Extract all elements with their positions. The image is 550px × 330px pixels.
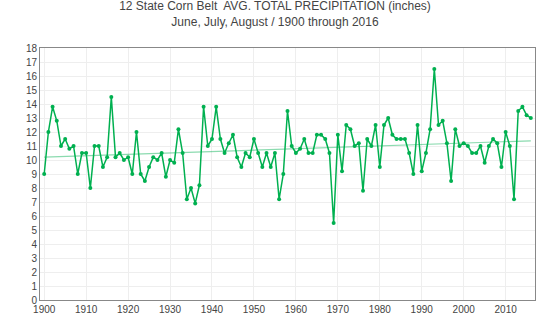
svg-text:16: 16 [26,71,38,82]
svg-text:1910: 1910 [75,304,98,315]
svg-text:1940: 1940 [201,304,224,315]
svg-text:1950: 1950 [243,304,266,315]
svg-text:6: 6 [31,211,37,222]
svg-text:13: 13 [26,113,38,124]
svg-text:14: 14 [26,99,38,110]
svg-text:2000: 2000 [453,304,476,315]
svg-text:0: 0 [31,295,37,306]
svg-text:7: 7 [31,197,37,208]
svg-text:2: 2 [31,267,37,278]
svg-text:4: 4 [31,239,37,250]
svg-text:1980: 1980 [369,304,392,315]
svg-text:1960: 1960 [285,304,308,315]
svg-text:12 State Corn Belt AVG. TOTAL: 12 State Corn Belt AVG. TOTAL PRECIPITAT… [119,0,431,29]
svg-text:12: 12 [26,127,38,138]
svg-text:1920: 1920 [117,304,140,315]
svg-text:1900: 1900 [33,304,56,315]
svg-text:10: 10 [26,155,38,166]
svg-text:1990: 1990 [411,304,434,315]
svg-text:1930: 1930 [159,304,182,315]
svg-text:5: 5 [31,225,37,236]
svg-text:8: 8 [31,183,37,194]
svg-text:9: 9 [31,169,37,180]
svg-text:2010: 2010 [495,304,518,315]
svg-text:17: 17 [26,57,38,68]
svg-text:1970: 1970 [327,304,350,315]
svg-text:3: 3 [31,253,37,264]
svg-text:11: 11 [27,141,38,152]
svg-text:1: 1 [31,281,37,292]
svg-text:15: 15 [26,85,38,96]
svg-text:18: 18 [26,43,38,54]
